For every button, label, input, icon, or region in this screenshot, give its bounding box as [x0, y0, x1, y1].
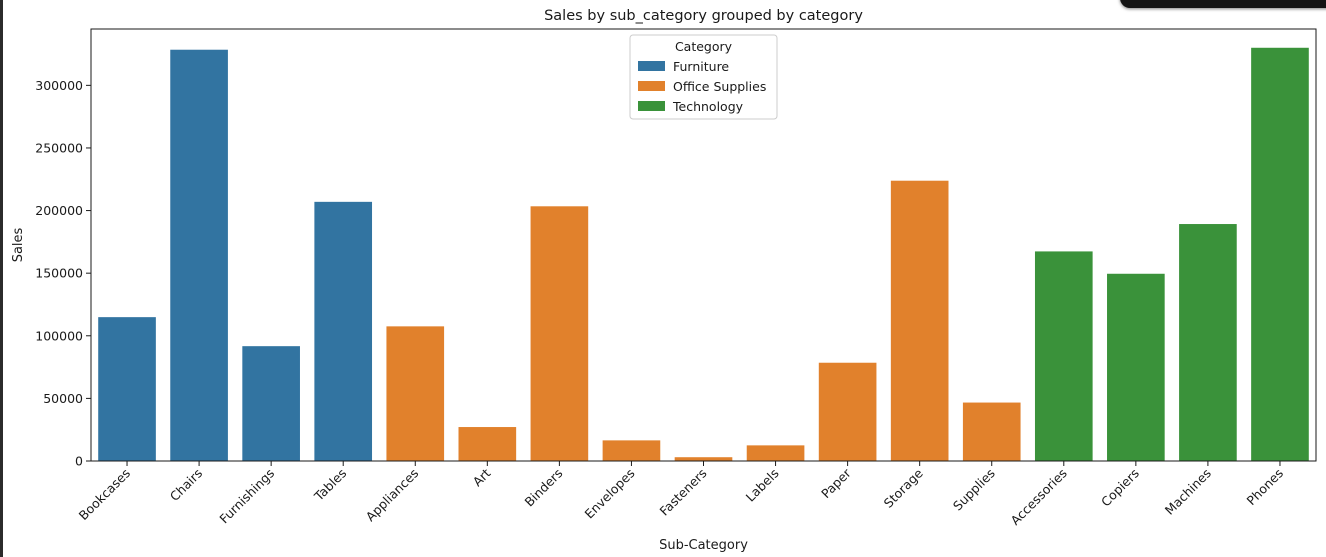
x-tick-label: Binders: [521, 466, 565, 510]
legend-entry-label: Office Supplies: [673, 79, 766, 94]
x-tick-label: Fasteners: [657, 466, 710, 519]
legend-title: Category: [675, 39, 733, 54]
x-tick-label: Art: [470, 465, 494, 489]
x-tick-label: Supplies: [950, 466, 998, 514]
bar-paper: [818, 362, 877, 461]
x-tick-label: Storage: [881, 465, 926, 510]
legend-swatch: [638, 61, 665, 71]
chart-title: Sales by sub_category grouped by categor…: [544, 8, 863, 24]
legend-entry-label: Furniture: [673, 59, 729, 74]
y-tick-label: 100000: [35, 328, 83, 343]
y-tick-label: 200000: [35, 203, 83, 218]
bar-furnishings: [242, 346, 300, 461]
x-tick-label: Tables: [311, 466, 350, 505]
window-left-edge: [0, 0, 3, 557]
x-tick-label: Appliances: [363, 466, 422, 525]
x-tick-label: Bookcases: [76, 466, 134, 524]
bar-supplies: [962, 402, 1021, 461]
legend-entry-label: Technology: [672, 99, 744, 114]
y-tick-label: 300000: [35, 78, 83, 93]
x-tick-label: Machines: [1162, 466, 1214, 518]
overlay-panel-corner: [1120, 0, 1326, 8]
plot-frame: [90, 28, 1317, 462]
bar-appliances: [386, 326, 445, 461]
legend-swatch: [638, 81, 665, 91]
x-tick-label: Chairs: [167, 466, 205, 504]
bar-accessories: [1034, 251, 1093, 461]
y-tick-label: 0: [75, 454, 83, 469]
x-axis: Bookcases Chairs Furnishings Tables Applianc…: [76, 461, 1286, 528]
bar-tables: [314, 201, 373, 461]
x-tick-label: Labels: [743, 466, 782, 505]
x-tick-label: Envelopes: [582, 466, 638, 522]
bar-bookcases: [98, 317, 156, 461]
bar-envelopes: [602, 440, 661, 461]
x-tick-label: Copiers: [1098, 466, 1142, 510]
x-tick-label: Furnishings: [216, 466, 277, 527]
y-axis-label: Sales: [11, 227, 26, 262]
y-tick-label: 50000: [43, 391, 83, 406]
x-tick-label: Paper: [818, 465, 854, 501]
bar-storage: [890, 180, 949, 462]
x-axis-label: Sub-Category: [659, 538, 748, 553]
bar-chairs: [170, 49, 228, 461]
y-tick-label: 250000: [35, 140, 83, 155]
y-axis: 0 50000 100000 150000 200000 250000 300000: [35, 78, 91, 469]
bar-art: [458, 427, 517, 461]
x-tick-label: Accessories: [1008, 466, 1070, 528]
legend-box: [629, 34, 778, 120]
bar-binders: [530, 206, 589, 461]
bars-group: [98, 47, 1309, 462]
bar-labels: [746, 445, 805, 461]
bar-copiers: [1107, 273, 1165, 461]
y-tick-label: 150000: [35, 266, 83, 281]
bar-phones: [1251, 47, 1309, 462]
x-tick-label: Phones: [1243, 466, 1286, 509]
legend: Category Furniture Office Supplies Technol…: [629, 34, 778, 120]
bar-fasteners: [674, 457, 733, 461]
bar-machines: [1179, 224, 1237, 461]
legend-swatch: [638, 101, 665, 111]
